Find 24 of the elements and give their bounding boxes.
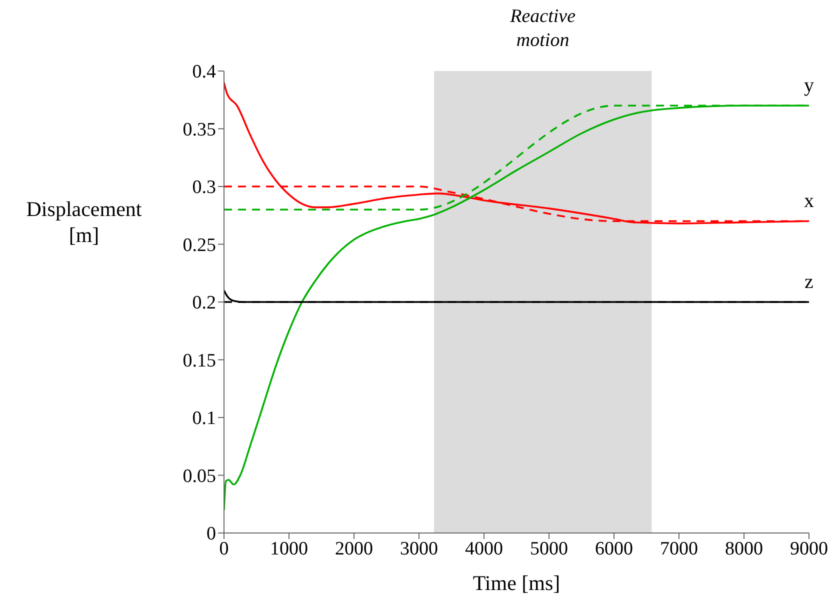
x-tick-label: 1000 xyxy=(270,538,308,560)
y-tick-label: 0.25 xyxy=(182,234,216,256)
x-tick-label: 5000 xyxy=(530,538,568,560)
y-tick-label: 0.05 xyxy=(182,466,216,487)
x-tick-label: 9000 xyxy=(790,538,828,560)
y-axis-title: Displacement [m] xyxy=(25,196,143,248)
y-tick-label: 0.1 xyxy=(192,408,216,430)
y-tick-label: 0.4 xyxy=(192,62,216,83)
y-tick-label: 0.3 xyxy=(192,177,216,198)
x-tick-label: 8000 xyxy=(725,538,763,560)
x-tick-label: 3000 xyxy=(400,538,438,560)
x-tick-label: 6000 xyxy=(595,538,633,560)
y-tick-label: 0 xyxy=(206,524,216,545)
x-tick-label: 7000 xyxy=(660,538,698,560)
x-tick-label: 2000 xyxy=(335,538,373,560)
y-tick-label: 0.35 xyxy=(182,119,216,140)
band-label: Reactive motion xyxy=(509,6,576,51)
series-label: z xyxy=(804,271,814,293)
series-label: x xyxy=(804,190,814,212)
x-axis-title: Time [ms] xyxy=(472,571,560,595)
series-label: y xyxy=(804,74,814,97)
y-tick-label: 0.2 xyxy=(192,292,216,314)
y-tick-label: 0.15 xyxy=(182,350,216,372)
x-tick-label: 4000 xyxy=(465,538,503,560)
